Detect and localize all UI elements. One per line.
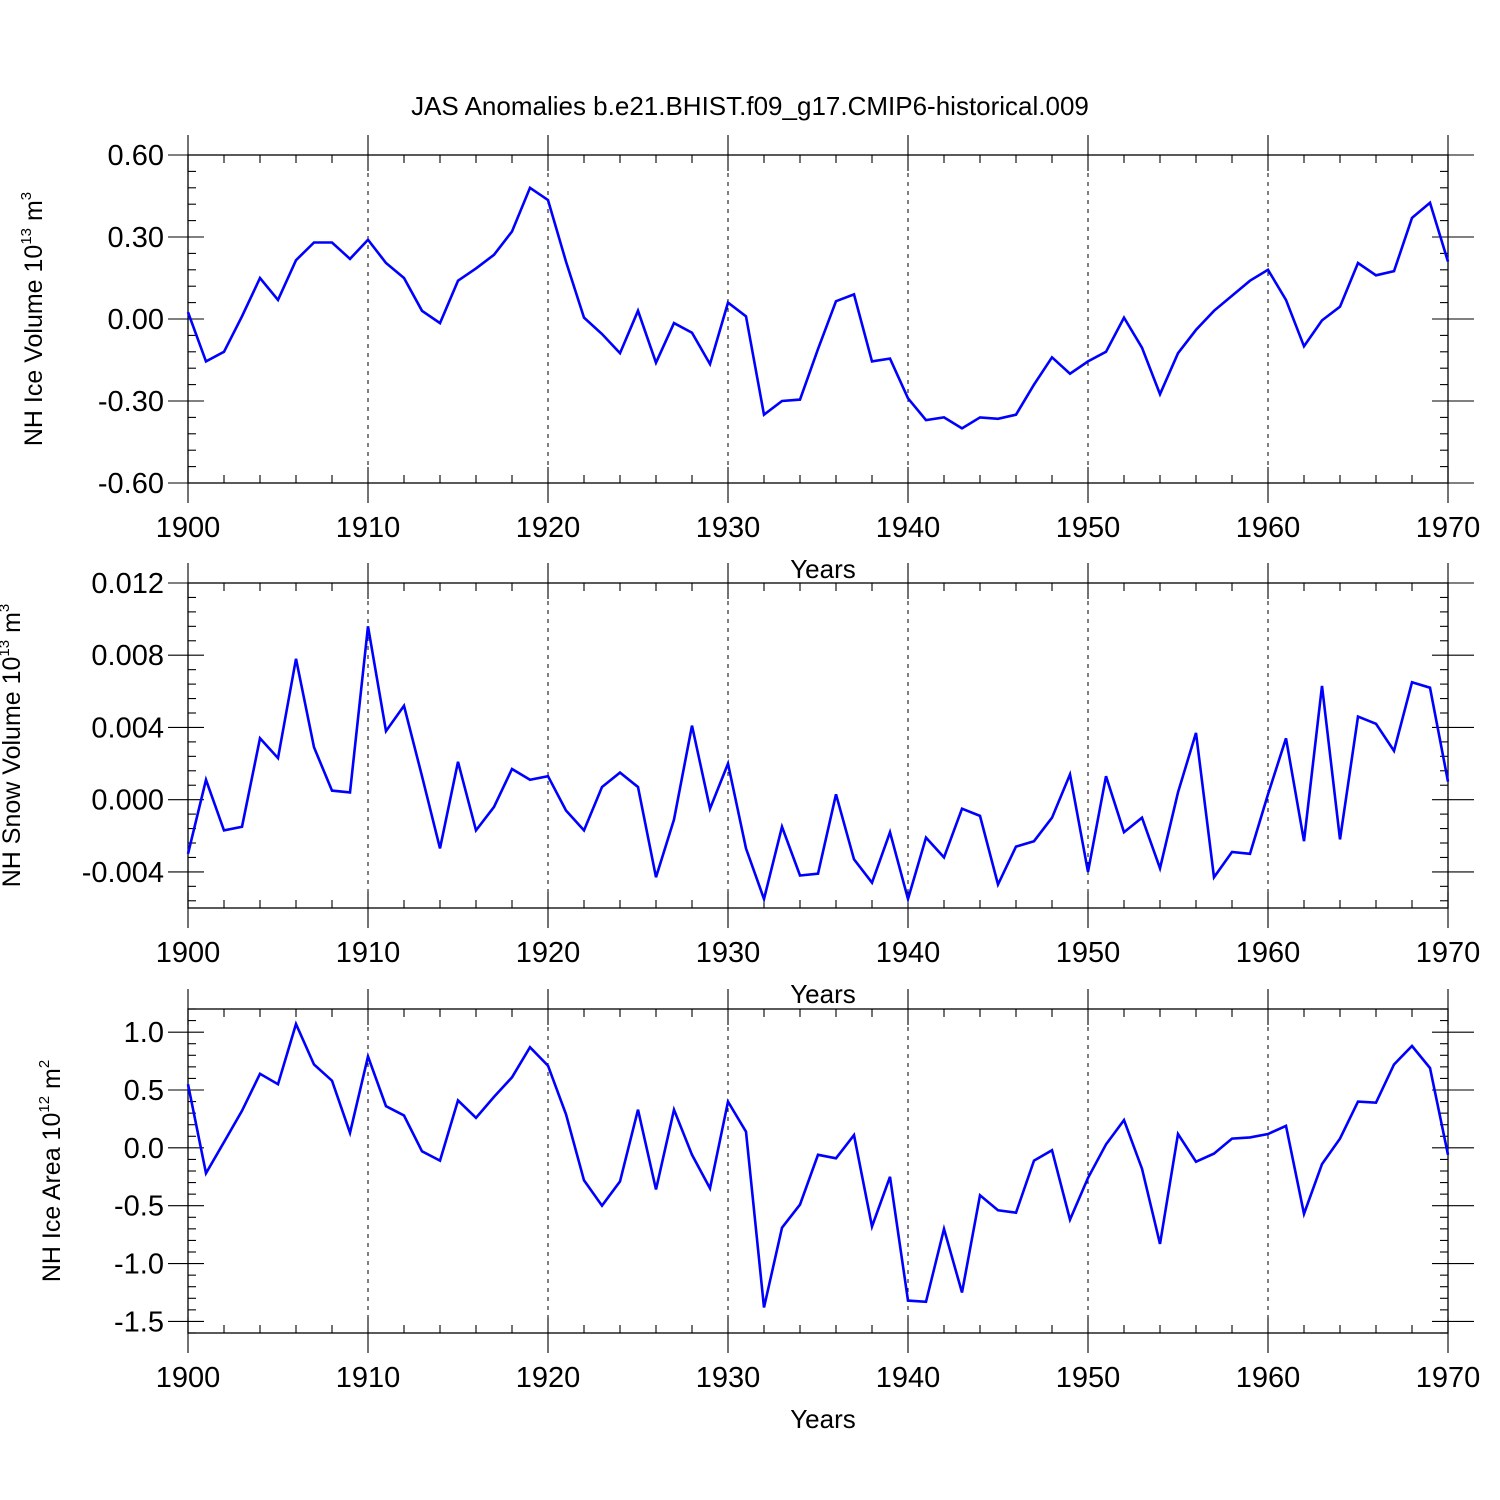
y-tick-label: -1.5 bbox=[114, 1306, 164, 1338]
chart-panels: 1900 1910 1920 1930 1940 1950 1960 1970 -0.60 -0.… bbox=[0, 135, 1480, 1434]
y-axis-label-text: NH Ice Area 10 bbox=[38, 1113, 66, 1283]
x-tick-label: 1950 bbox=[1056, 937, 1121, 969]
x-axis-label: Years bbox=[790, 979, 856, 1009]
chart-panel-ice-area: 1900 1910 1920 1930 1940 1950 1960 1970 -1.5 -1.0… bbox=[36, 989, 1480, 1434]
y-tick-label: -1.0 bbox=[114, 1249, 164, 1281]
plot-frame bbox=[187, 582, 1449, 909]
x-tick-label: 1940 bbox=[876, 1362, 941, 1394]
x-tick-label: 1970 bbox=[1416, 512, 1481, 544]
x-tick-label: 1910 bbox=[336, 1362, 401, 1394]
y-tick-label: 0.0 bbox=[124, 1133, 164, 1165]
x-tick-label: 1950 bbox=[1056, 1362, 1121, 1394]
y-tick-label: 0.00 bbox=[108, 304, 164, 336]
x-tick-label: 1940 bbox=[876, 937, 941, 969]
x-tick-label: 1930 bbox=[696, 1362, 761, 1394]
plot-frame bbox=[187, 154, 1449, 484]
x-tick-label: 1960 bbox=[1236, 1362, 1301, 1394]
y-axis-label-superscript: 3 bbox=[0, 604, 13, 612]
series-line-ice-volume bbox=[186, 185, 1450, 430]
y-tick-label: 0.5 bbox=[124, 1075, 164, 1107]
x-tick-label: 1970 bbox=[1416, 937, 1481, 969]
y-tick-label: 0.012 bbox=[91, 568, 164, 600]
y-axis-label-superscript: 13 bbox=[0, 640, 13, 657]
y-tick-label: -0.30 bbox=[98, 386, 164, 418]
x-tick-label: 1910 bbox=[336, 512, 401, 544]
series-line-ice-area bbox=[186, 1020, 1450, 1308]
x-axis-label: Years bbox=[790, 554, 856, 584]
x-tick-label: 1900 bbox=[156, 512, 221, 544]
x-tick-label: 1950 bbox=[1056, 512, 1121, 544]
y-axis-label: NH Ice Volume 1013 m3 bbox=[18, 192, 48, 446]
x-tick-label: 1970 bbox=[1416, 1362, 1481, 1394]
x-tick-label: 1920 bbox=[516, 512, 581, 544]
x-tick-label: 1900 bbox=[156, 937, 221, 969]
x-tick-label: 1960 bbox=[1236, 937, 1301, 969]
y-tick-label: 0.60 bbox=[108, 140, 164, 172]
y-axis-label: NH Snow Volume 1013 m3 bbox=[0, 604, 26, 888]
x-tick-label: 1900 bbox=[156, 1362, 221, 1394]
x-tick-label: 1930 bbox=[696, 512, 761, 544]
chart-panel-snow-volume: 1900 1910 1920 1930 1940 1950 1960 1970 -0.004 0.… bbox=[0, 563, 1480, 1009]
plot-frame bbox=[187, 1008, 1449, 1334]
y-axis-label-text: NH Ice Volume 10 bbox=[20, 245, 48, 447]
y-axis-label-superscript: 12 bbox=[36, 1096, 53, 1113]
y-axis-label-superscript: 13 bbox=[18, 228, 35, 245]
x-tick-label: 1930 bbox=[696, 937, 761, 969]
figure-title: JAS Anomalies b.e21.BHIST.f09_g17.CMIP6-… bbox=[411, 91, 1089, 121]
y-tick-label: 0.004 bbox=[91, 712, 164, 744]
x-tick-label: 1920 bbox=[516, 937, 581, 969]
x-tick-label: 1920 bbox=[516, 1362, 581, 1394]
y-tick-label: -0.60 bbox=[98, 468, 164, 500]
y-axis-label-superscript: 3 bbox=[18, 192, 35, 200]
y-tick-label: 0.000 bbox=[91, 785, 164, 817]
y-tick-label: 0.30 bbox=[108, 222, 164, 254]
y-axis-label-text: m bbox=[20, 200, 48, 228]
y-axis-label-superscript: 2 bbox=[36, 1060, 53, 1068]
x-tick-label: 1910 bbox=[336, 937, 401, 969]
y-tick-label: 0.008 bbox=[91, 640, 164, 672]
y-axis-label: NH Ice Area 1012 m2 bbox=[36, 1060, 66, 1282]
y-axis-label-text: NH Snow Volume 10 bbox=[0, 657, 26, 888]
x-tick-label: 1940 bbox=[876, 512, 941, 544]
series-line-snow-volume bbox=[186, 626, 1450, 904]
chart-panel-ice-volume: 1900 1910 1920 1930 1940 1950 1960 1970 -0.60 -0.… bbox=[18, 135, 1480, 584]
y-axis-label-text: m bbox=[0, 612, 26, 640]
x-tick-label: 1960 bbox=[1236, 512, 1301, 544]
x-axis-label: Years bbox=[790, 1404, 856, 1434]
y-axis-label-text: m bbox=[38, 1068, 66, 1096]
y-tick-label: 1.0 bbox=[124, 1017, 164, 1049]
y-tick-label: -0.5 bbox=[114, 1191, 164, 1223]
y-tick-label: -0.004 bbox=[82, 857, 164, 889]
